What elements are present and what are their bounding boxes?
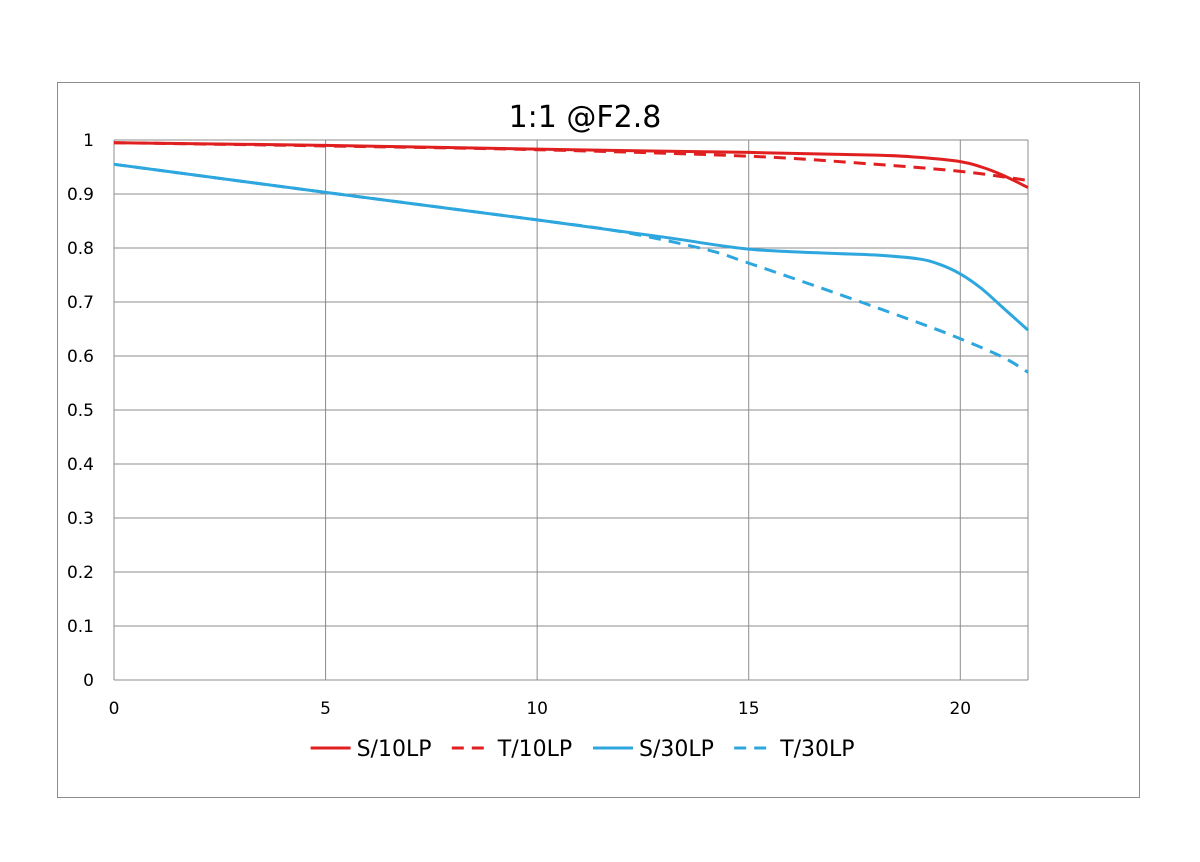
y-tick-label: 0.5 [67, 401, 94, 421]
series-line-t-10lp [113, 141, 1029, 182]
chart-title: 1:1 @F2.8 [509, 100, 662, 135]
axis-layer: 00.10.20.30.40.50.60.70.80.910 5 10 15 20 [67, 131, 1028, 719]
grid-layer [114, 139, 1029, 681]
legend-label-t-30lp: T/30LP [779, 737, 854, 762]
chart-svg: 1:1 @F2.8 00.10.20.30.40.50.60.70.80.910… [67, 100, 1029, 762]
series-line-s-10lp [113, 141, 1029, 189]
y-tick-label: 0.4 [67, 455, 94, 475]
y-tick-label: 0.7 [67, 293, 94, 313]
y-tick-label: 1 [83, 131, 94, 151]
x-tick-label: 15 [738, 699, 760, 719]
y-tick-label: 0.6 [67, 347, 94, 367]
chart-frame: 1:1 @F2.8 0 0.1 0.2 0.3 0.4 0.5 0.6 0.7 0.8 0.9 1 0… [57, 82, 1140, 798]
y-tick-label: 0.8 [67, 239, 94, 259]
x-tick-label: 10 [526, 699, 548, 719]
series-line-t-30lp [113, 162, 1029, 374]
y-tick-label: 0.3 [67, 509, 94, 529]
series-line-s-30lp [113, 162, 1029, 332]
legend-label-t-10lp: T/10LP [497, 737, 572, 762]
legend-label-s-30lp: S/30LP [639, 737, 714, 762]
y-tick-label: 0 [83, 671, 94, 691]
legend: S/10LP T/10LP S/30LP T/30LP [310, 737, 855, 762]
y-tick-label: 0.9 [67, 185, 94, 205]
y-tick-label: 0.2 [67, 563, 94, 583]
x-tick-label: 0 [109, 699, 120, 719]
x-tick-label: 20 [949, 699, 971, 719]
legend-label-s-10lp: S/10LP [357, 737, 432, 762]
x-tick-label: 5 [320, 699, 331, 719]
y-tick-label: 0.1 [67, 617, 94, 637]
series-layer [113, 141, 1029, 374]
